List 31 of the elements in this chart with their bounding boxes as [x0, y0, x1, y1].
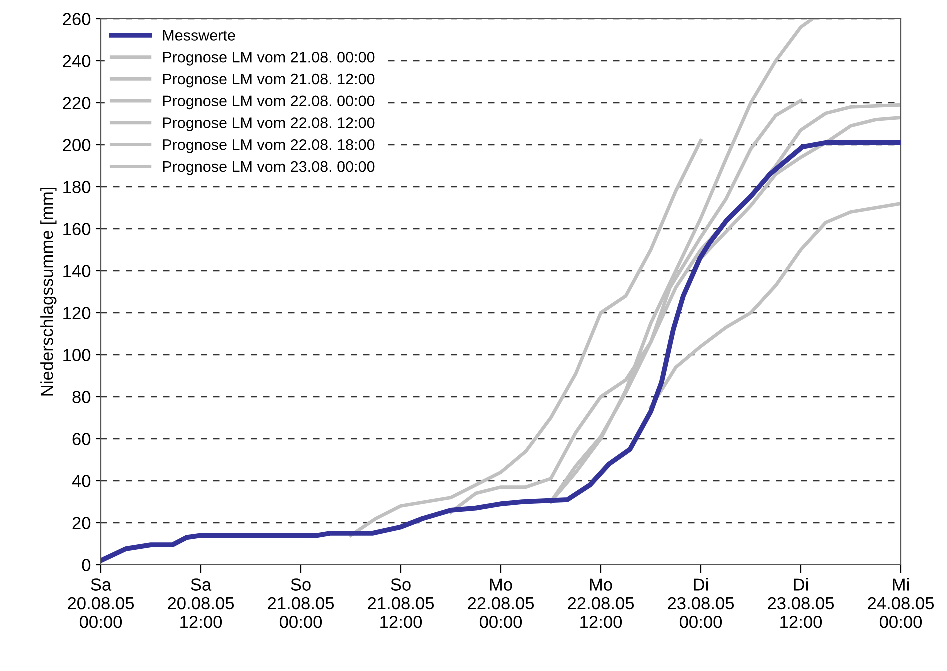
y-tick-label: 120 — [64, 307, 91, 320]
x-tick-label: Sa 20.08.05 00:00 — [68, 578, 134, 628]
x-tick-label: So 21.08.05 12:00 — [368, 578, 434, 628]
y-tick-label: 100 — [64, 349, 91, 362]
x-tick-label: Di 23.08.05 00:00 — [668, 578, 734, 628]
x-tick-label: So 21.08.05 00:00 — [268, 578, 334, 628]
y-tick-label: 20 — [72, 517, 91, 530]
x-tick-label: Mo 22.08.05 12:00 — [568, 578, 634, 628]
y-tick-label: 0 — [82, 559, 91, 572]
y-tick-label: 260 — [63, 13, 91, 26]
legend-label: Messwerte — [163, 30, 236, 41]
y-tick-label: 160 — [64, 223, 91, 236]
x-tick-label: Mi 24.08.05 00:00 — [868, 578, 934, 628]
legend-label: Prognose LM vom 21.08. 12:00 — [163, 74, 375, 88]
y-tick-label: 180 — [64, 181, 91, 194]
y-tick-label: 80 — [72, 391, 91, 404]
y-tick-label: 240 — [63, 55, 91, 68]
legend-label: Prognose LM vom 21.08. 00:00 — [163, 52, 375, 66]
legend-label: Prognose LM vom 22.08. 12:00 — [163, 118, 375, 132]
legend-label: Prognose LM vom 22.08. 00:00 — [163, 96, 375, 110]
x-tick-label: Sa 20.08.05 12:00 — [168, 578, 234, 628]
x-tick-label: Mo 22.08.05 00:00 — [468, 578, 534, 628]
y-tick-label: 200 — [63, 139, 91, 152]
legend-label: Prognose LM vom 23.08. 00:00 — [163, 161, 375, 176]
legend-label: Prognose LM vom 22.08. 18:00 — [163, 140, 375, 154]
x-tick-label: Di 23.08.05 12:00 — [768, 578, 834, 628]
y-tick-label: 220 — [63, 97, 91, 110]
y-tick-label: 140 — [64, 265, 91, 278]
y-tick-label: 40 — [72, 475, 91, 488]
y-axis-title: Niederschlagssumme [mm] — [40, 188, 57, 396]
y-tick-label: 60 — [72, 433, 91, 446]
